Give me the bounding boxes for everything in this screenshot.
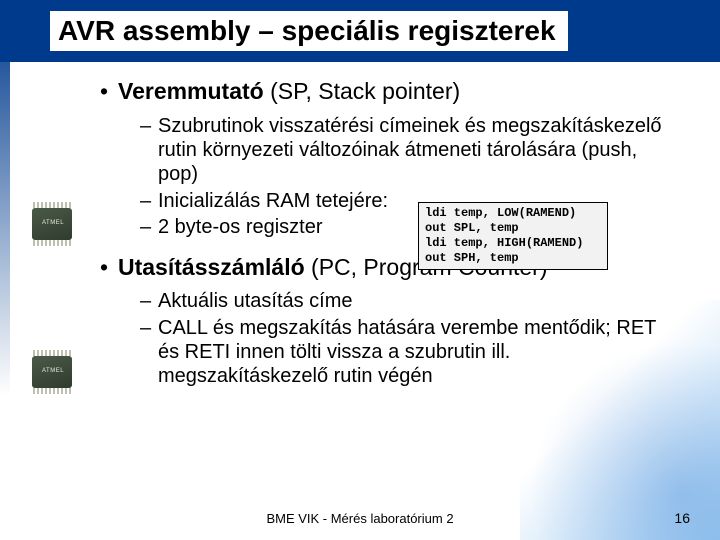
code-text: ldi temp, LOW(RAMEND) out SPL, temp ldi … (425, 206, 583, 265)
bullet1-bold: Utasításszámláló (118, 254, 305, 280)
title-bar: AVR assembly – speciális regiszterek (0, 0, 720, 62)
chip-body: ATMEL (32, 356, 72, 388)
bullet1-bold: Veremmutató (118, 78, 264, 104)
slide: AVR assembly – speciális regiszterek ATM… (0, 0, 720, 540)
bullet2-text: CALL és megszakítás hatására verembe men… (158, 317, 656, 388)
chip-icon: ATMEL (24, 348, 80, 396)
bullet-level2: CALL és megszakítás hatására verembe men… (140, 316, 680, 389)
chip-pins (32, 388, 72, 394)
bullet-level2: Szubrutinok visszatérési címeinek és meg… (140, 114, 680, 187)
footer-center: BME VIK - Mérés laboratórium 2 (0, 511, 720, 526)
bullet2-text: 2 byte-os regiszter (158, 216, 323, 238)
bullet2-text: Inicializálás RAM tetejére: (158, 190, 388, 212)
bullet2-text: Aktuális utasítás címe (158, 290, 353, 312)
chip-icon: ATMEL (24, 200, 80, 248)
code-box: ldi temp, LOW(RAMEND) out SPL, temp ldi … (418, 202, 608, 270)
slide-title: AVR assembly – speciális regiszterek (50, 11, 568, 51)
bullet-level1: Veremmutató (SP, Stack pointer) (100, 78, 680, 106)
bullet-level2: Aktuális utasítás címe (140, 289, 680, 313)
slide-number: 16 (674, 510, 690, 526)
chip-body: ATMEL (32, 208, 72, 240)
bullet1-rest: (SP, Stack pointer) (264, 78, 460, 104)
bullet2-text: Szubrutinok visszatérési címeinek és meg… (158, 115, 662, 186)
sublist: Aktuális utasítás címe CALL és megszakít… (140, 289, 680, 389)
chip-label: ATMEL (42, 220, 64, 226)
chip-pins (32, 240, 72, 246)
chip-label: ATMEL (42, 368, 64, 374)
left-accent-strip (0, 62, 10, 540)
